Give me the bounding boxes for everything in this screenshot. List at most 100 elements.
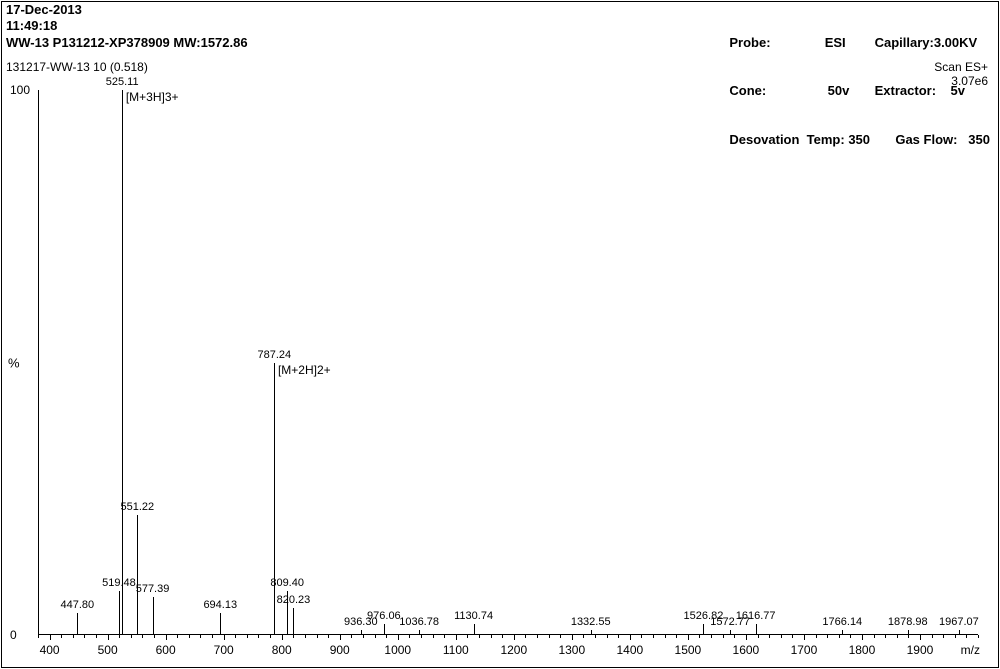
peak-label: 1766.14 bbox=[822, 616, 862, 628]
x-minor-tick bbox=[247, 635, 248, 638]
x-tick-label: 1500 bbox=[675, 643, 702, 657]
peak-label: 447.80 bbox=[61, 599, 95, 611]
header-sample: WW-13 P131212-XP378909 MW:1572.86 bbox=[6, 35, 248, 51]
peak bbox=[153, 597, 154, 635]
x-tick-label: 1900 bbox=[907, 643, 934, 657]
peak-label: 809.40 bbox=[270, 577, 304, 589]
x-minor-tick bbox=[572, 635, 573, 638]
peak-annotation: [M+3H]3+ bbox=[126, 90, 179, 104]
scan-meta: Scan ES+ 3.07e6 bbox=[934, 60, 988, 89]
x-minor-tick bbox=[514, 635, 515, 638]
x-minor-tick bbox=[781, 635, 782, 638]
x-minor-tick bbox=[723, 635, 724, 638]
x-minor-tick bbox=[421, 635, 422, 638]
x-minor-tick bbox=[467, 635, 468, 638]
peak-label: 1878.98 bbox=[888, 616, 928, 628]
run-id: 131217-WW-13 10 (0.518) bbox=[6, 60, 148, 74]
peak bbox=[591, 630, 592, 635]
x-tick-label: 400 bbox=[40, 643, 60, 657]
peak-label: 1967.07 bbox=[939, 616, 979, 628]
x-minor-tick bbox=[897, 635, 898, 638]
peak-label: 1036.78 bbox=[399, 616, 439, 628]
peak bbox=[137, 515, 138, 635]
x-minor-tick bbox=[375, 635, 376, 638]
x-minor-tick bbox=[560, 635, 561, 638]
x-minor-tick bbox=[108, 635, 109, 638]
x-minor-tick bbox=[537, 635, 538, 638]
x-minor-tick bbox=[955, 635, 956, 638]
x-minor-tick bbox=[943, 635, 944, 638]
x-minor-tick bbox=[827, 635, 828, 638]
x-minor-tick bbox=[502, 635, 503, 638]
peak-label: 694.13 bbox=[203, 599, 237, 611]
x-minor-tick bbox=[885, 635, 886, 638]
x-minor-tick bbox=[189, 635, 190, 638]
x-minor-tick bbox=[119, 635, 120, 638]
x-axis-title: m/z bbox=[961, 643, 980, 657]
x-minor-tick bbox=[96, 635, 97, 638]
x-minor-tick bbox=[38, 635, 39, 638]
x-minor-tick bbox=[398, 635, 399, 638]
x-minor-tick bbox=[479, 635, 480, 638]
peak bbox=[419, 630, 420, 635]
peak bbox=[842, 630, 843, 635]
scan-intensity: 3.07e6 bbox=[934, 74, 988, 88]
x-tick-label: 1100 bbox=[443, 643, 469, 657]
x-minor-tick bbox=[212, 635, 213, 638]
x-minor-tick bbox=[433, 635, 434, 638]
x-minor-tick bbox=[932, 635, 933, 638]
x-minor-tick bbox=[758, 635, 759, 638]
peak-annotation: [M+2H]2+ bbox=[278, 363, 331, 377]
x-minor-tick bbox=[850, 635, 851, 638]
x-minor-tick bbox=[282, 635, 283, 638]
x-minor-tick bbox=[177, 635, 178, 638]
peak-label: 1616.77 bbox=[736, 610, 776, 622]
x-minor-tick bbox=[525, 635, 526, 638]
peak bbox=[756, 624, 757, 635]
x-minor-tick bbox=[328, 635, 329, 638]
peak bbox=[730, 630, 731, 635]
x-tick-label: 600 bbox=[156, 643, 176, 657]
x-minor-tick bbox=[816, 635, 817, 638]
capillary-value: 3.00KV bbox=[934, 35, 977, 50]
x-minor-tick bbox=[166, 635, 167, 638]
x-minor-tick bbox=[317, 635, 318, 638]
x-minor-tick bbox=[583, 635, 584, 638]
peak bbox=[703, 624, 704, 635]
x-minor-tick bbox=[966, 635, 967, 638]
peak-label: 551.22 bbox=[121, 501, 155, 513]
x-minor-tick bbox=[676, 635, 677, 638]
x-tick-label: 1200 bbox=[500, 643, 527, 657]
peak-label: 519.48 bbox=[102, 577, 136, 589]
x-minor-tick bbox=[978, 635, 979, 638]
peak bbox=[384, 624, 385, 635]
x-minor-tick bbox=[641, 635, 642, 638]
peak-label: 577.39 bbox=[136, 583, 170, 595]
peak-label: 1130.74 bbox=[454, 610, 493, 622]
x-minor-tick bbox=[653, 635, 654, 638]
peak-label: 525.11 bbox=[106, 76, 139, 88]
peak-label: 1332.55 bbox=[571, 616, 611, 628]
peak bbox=[220, 613, 221, 635]
peak bbox=[119, 591, 120, 635]
x-minor-tick bbox=[734, 635, 735, 638]
x-tick-label: 500 bbox=[98, 643, 118, 657]
x-minor-tick bbox=[224, 635, 225, 638]
header-date: 17-Dec-2013 bbox=[6, 2, 248, 18]
capillary-label: Capillary: bbox=[875, 35, 934, 50]
x-minor-tick bbox=[699, 635, 700, 638]
x-minor-tick bbox=[839, 635, 840, 638]
x-minor-tick bbox=[688, 635, 689, 638]
x-minor-tick bbox=[363, 635, 364, 638]
x-tick-label: 1700 bbox=[791, 643, 818, 657]
header-left: 17-Dec-2013 11:49:18 WW-13 P131212-XP378… bbox=[6, 2, 248, 51]
x-tick-label: 1600 bbox=[733, 643, 760, 657]
header-time: 11:49:18 bbox=[6, 18, 248, 34]
peak bbox=[474, 624, 475, 635]
x-minor-tick bbox=[131, 635, 132, 638]
mass-spectrum-plot: % m/z 0100400500600700800900100011001200… bbox=[38, 90, 978, 635]
x-minor-tick bbox=[50, 635, 51, 638]
x-minor-tick bbox=[340, 635, 341, 638]
x-minor-tick bbox=[351, 635, 352, 638]
peak bbox=[959, 630, 960, 635]
